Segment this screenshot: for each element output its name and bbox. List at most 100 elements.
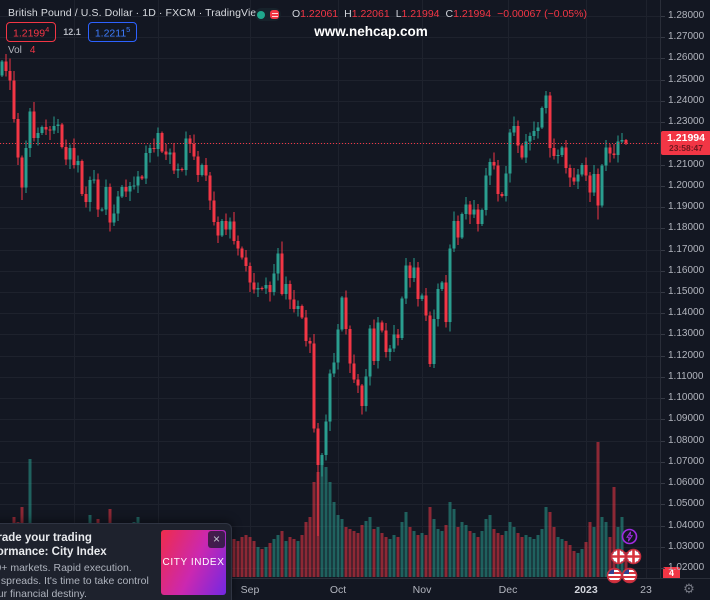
- volume-bar: [564, 541, 568, 577]
- candle-body: [80, 161, 84, 195]
- candle-body: [236, 241, 240, 249]
- candle-body: [68, 148, 72, 160]
- candle-body: [164, 151, 168, 155]
- volume-bar: [488, 515, 492, 577]
- watermark-text: www.nehcap.com: [314, 24, 428, 39]
- candle-wick: [257, 282, 259, 298]
- candle-body: [412, 267, 416, 279]
- volume-bar: [376, 527, 380, 577]
- ohlc-readout: O1.22061 H1.22061 L1.21994 C1.21994 −0.00067…: [292, 8, 587, 20]
- volume-bar: [604, 522, 608, 577]
- axis-settings-gear-icon[interactable]: ⚙: [683, 581, 695, 596]
- volume-bar: [584, 542, 588, 577]
- sell-bid-button[interactable]: 1.21994: [6, 22, 57, 42]
- volume-bar: [500, 535, 504, 577]
- symbol-status-pill[interactable]: [255, 8, 281, 21]
- time-axis-label: Oct: [329, 584, 347, 596]
- price-axis-label: 1.15000: [668, 285, 705, 297]
- candle-body: [616, 141, 620, 155]
- candle-body: [444, 282, 448, 322]
- price-axis-tick: [661, 80, 665, 81]
- volume-bar: [532, 539, 536, 577]
- volume-bar: [440, 531, 444, 577]
- price-axis-label: 1.11000: [668, 370, 704, 382]
- volume-bar: [360, 525, 364, 577]
- candle-body: [140, 176, 144, 179]
- volume-bar: [460, 522, 464, 577]
- volume-bar: [544, 507, 548, 577]
- volume-bar: [448, 502, 452, 577]
- price-axis[interactable]: 1.21994 23:58:47 4 1.28000 1.27000 1.26000…: [660, 0, 710, 580]
- candle-body: [64, 146, 68, 160]
- volume-bar: [512, 527, 516, 577]
- candle-body: [296, 306, 300, 309]
- chart-canvas[interactable]: [0, 0, 660, 578]
- ad-close-button[interactable]: ×: [208, 531, 225, 548]
- candle-body: [376, 322, 380, 362]
- price-axis-label: 1.08000: [668, 434, 705, 446]
- change-value: −0.00067 (−0.05%): [497, 8, 587, 20]
- usd-flag-icon[interactable]: [621, 567, 638, 584]
- volume-bar: [516, 533, 520, 577]
- candle-body: [580, 164, 584, 175]
- volume-bar: [324, 467, 328, 577]
- candle-body: [468, 204, 472, 215]
- price-axis-label: 1.03000: [668, 540, 705, 552]
- volume-bar: [28, 459, 32, 577]
- volume-value: 4: [29, 45, 36, 56]
- candle-body: [492, 162, 496, 166]
- volume-bar: [464, 525, 468, 577]
- usd-flag-icon[interactable]: [606, 567, 623, 584]
- candle-body: [108, 187, 112, 223]
- volume-bar: [600, 517, 604, 577]
- candle-body: [568, 168, 572, 178]
- candle-body: [208, 175, 212, 201]
- candle-body: [188, 138, 192, 144]
- volume-bar: [236, 541, 240, 577]
- spread-value: 12.1: [63, 26, 81, 37]
- candle-wick: [317, 423, 319, 537]
- volume-bar: [396, 537, 400, 577]
- candle-wick: [93, 169, 95, 184]
- candle-body: [592, 174, 596, 193]
- gbp-flag-icon[interactable]: [625, 548, 642, 565]
- candle-body: [244, 257, 248, 266]
- power-event-icon[interactable]: [621, 528, 638, 545]
- volume-label: Vol: [8, 45, 22, 56]
- price-axis-label: 1.02000: [668, 561, 705, 573]
- volume-bar: [432, 519, 436, 577]
- price-axis-label: 1.26000: [668, 52, 705, 64]
- volume-bar: [264, 547, 268, 577]
- price-axis-tick: [661, 37, 665, 38]
- volume-bar: [592, 527, 596, 577]
- price-axis-label: 1.09000: [668, 413, 705, 425]
- price-axis-tick: [661, 122, 665, 123]
- candle-body: [304, 317, 308, 342]
- ad-popup: Upgrade your trading performance: City I…: [0, 523, 232, 600]
- volume-bar: [232, 539, 236, 577]
- candle-body: [264, 284, 268, 289]
- ohlc-open-value: 1.22061: [300, 8, 339, 20]
- candle-body: [280, 253, 284, 294]
- candle-wick: [189, 135, 191, 154]
- candle-body: [360, 385, 364, 406]
- volume-bar: [496, 533, 500, 577]
- price-axis-tick: [661, 250, 665, 251]
- gbp-flag-icon[interactable]: [610, 548, 627, 565]
- volume-legend[interactable]: Vol 4: [8, 45, 35, 56]
- candle-body: [404, 265, 408, 299]
- volume-bar: [436, 529, 440, 577]
- candle-body: [372, 328, 376, 362]
- candle-body: [132, 185, 136, 187]
- symbol-title[interactable]: British Pound / U.S. Dollar · 1D · FXCM …: [8, 7, 265, 19]
- candle-body: [180, 169, 184, 171]
- price-axis-tick: [661, 526, 665, 527]
- volume-bar: [528, 537, 532, 577]
- price-axis-tick: [661, 398, 665, 399]
- buy-ask-button[interactable]: 1.22115: [87, 22, 138, 42]
- volume-bar: [384, 537, 388, 577]
- candle-body: [464, 204, 468, 215]
- candle-body: [324, 421, 328, 455]
- candle-body: [388, 348, 392, 352]
